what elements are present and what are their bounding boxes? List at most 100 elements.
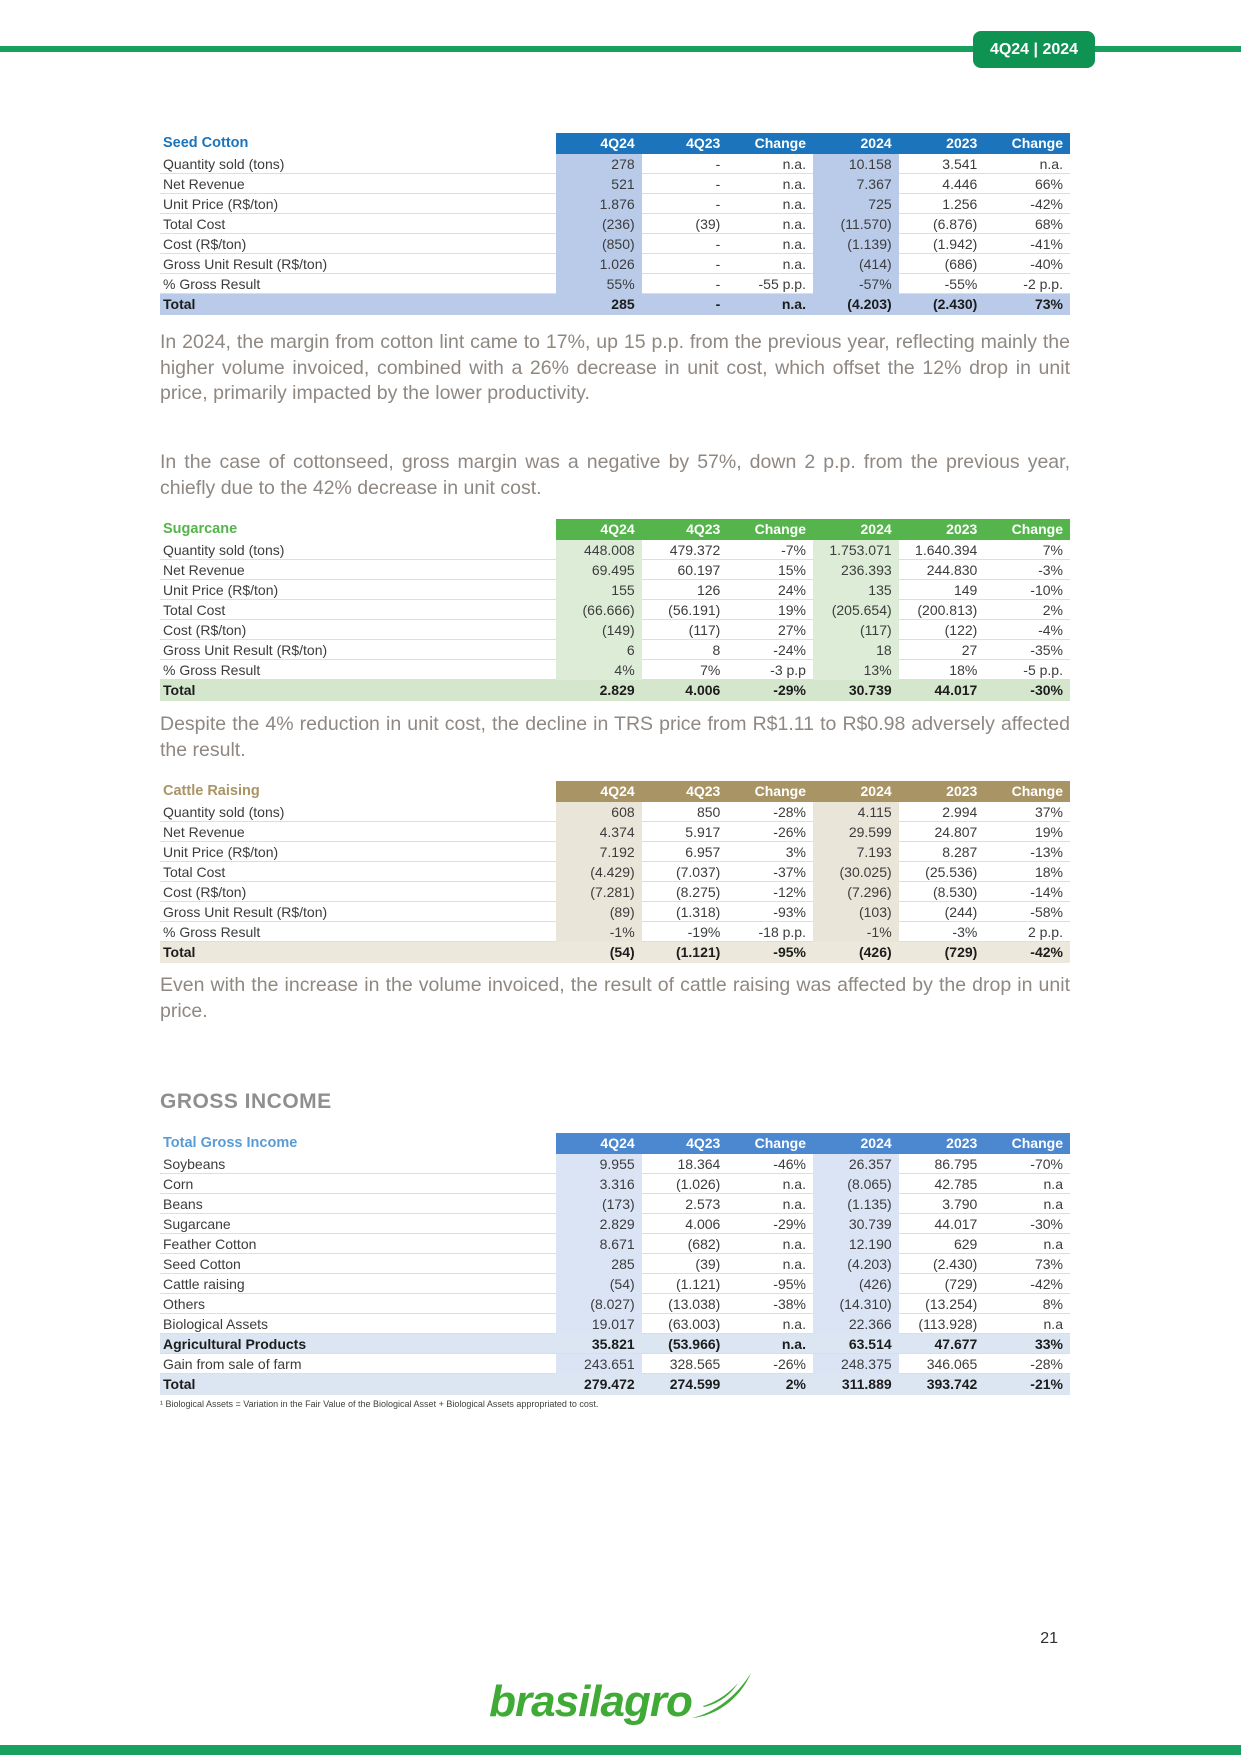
- row-label: Unit Price (R$/ton): [163, 844, 279, 860]
- cell: 3%: [785, 844, 806, 860]
- cell: 68%: [1034, 216, 1063, 232]
- cell: (414): [812, 254, 899, 274]
- table-row: Beans (173) 2.573 n.a. (1.135) 3.790 n.a: [160, 1194, 1070, 1214]
- column-header-2023: 2023: [898, 133, 985, 154]
- cell: 13%: [812, 660, 899, 680]
- table-row: Agricultural Products 35.821 (53.966) n.a. 6…: [160, 1334, 1070, 1354]
- cell: -: [715, 256, 721, 272]
- cell: 10.158: [812, 154, 899, 174]
- cell: (53.966): [668, 1336, 721, 1352]
- table-total-row: Total 2.829 4.006 -29% 30.739 44.017 -30%: [160, 680, 1070, 701]
- cell: -3 p.p: [770, 662, 806, 678]
- cell: (1.139): [812, 234, 899, 254]
- cell: -10%: [1030, 582, 1063, 598]
- cell: 7.367: [812, 174, 899, 194]
- cell: -93%: [773, 904, 806, 920]
- sugarcane-header-row: Sugarcane 4Q24 4Q23 Change 2024 2023 Change: [160, 519, 1070, 540]
- column-header-2024: 2024: [812, 1133, 899, 1154]
- cell: 86.795: [934, 1156, 978, 1172]
- cell: -3%: [952, 924, 978, 940]
- cell: (25.536): [925, 864, 978, 880]
- row-label: Cost (R$/ton): [163, 236, 247, 252]
- cell: 285: [556, 1254, 642, 1274]
- table-row: Total Cost (4.429) (7.037) -37% (30.025) (25.…: [160, 862, 1070, 882]
- sugarcane-paragraph: Despite the 4% reduction in unit cost, t…: [160, 713, 1070, 761]
- row-label: Quantity sold (tons): [163, 156, 285, 172]
- cell: (850): [556, 234, 642, 254]
- cell: 27: [961, 642, 978, 658]
- cell: 18%: [949, 662, 978, 678]
- total-cell: 44.017: [934, 682, 978, 698]
- cell: 2 p.p.: [1027, 924, 1063, 940]
- column-header-2024: 2024: [812, 781, 899, 802]
- column-header-change: Change: [727, 519, 813, 540]
- cell: 4%: [556, 660, 642, 680]
- column-header-change: Change: [984, 133, 1070, 154]
- cell: (1.942): [932, 236, 978, 252]
- table-total-row: Total (54) (1.121) -95% (426) (729) -42%: [160, 942, 1070, 963]
- cell: -29%: [773, 1216, 806, 1232]
- total-cell: 285: [611, 296, 635, 312]
- row-label: % Gross Result: [163, 662, 261, 678]
- table-row: Quantity sold (tons) 278 - n.a. 10.158 3.541 n…: [160, 154, 1070, 174]
- cell: 3.316: [556, 1174, 642, 1194]
- cell: -46%: [773, 1156, 806, 1172]
- cell: 4.374: [556, 822, 642, 842]
- row-label: Total Cost: [163, 602, 226, 618]
- cell: n.a.: [782, 196, 806, 212]
- cell: 4.006: [685, 1216, 721, 1232]
- cell: -35%: [1030, 642, 1063, 658]
- cell: -58%: [1030, 904, 1063, 920]
- cell: 126: [696, 582, 721, 598]
- total-cell: 274.599: [669, 1376, 721, 1392]
- cell: 7.192: [556, 842, 642, 862]
- cattle-raising-title: Cattle Raising: [163, 783, 260, 799]
- cell: -: [715, 176, 721, 192]
- cell: 4.115: [812, 802, 899, 822]
- gross-income-heading: GROSS INCOME: [160, 1090, 332, 1113]
- cattle-raising-header-row: Cattle Raising 4Q24 4Q23 Change 2024 2023 Chan…: [160, 781, 1070, 802]
- cell: n.a.: [782, 1176, 806, 1192]
- cell: 248.375: [812, 1354, 899, 1374]
- table-row: Soybeans 9.955 18.364 -46% 26.357 86.795 -70%: [160, 1154, 1070, 1174]
- cell: 8: [712, 642, 721, 658]
- cell: 69.495: [556, 560, 642, 580]
- table-row: Net Revenue 521 - n.a. 7.367 4.446 66%: [160, 174, 1070, 194]
- cell: -40%: [1030, 256, 1063, 272]
- column-header-4q24: 4Q24: [556, 133, 642, 154]
- cell: 243.651: [556, 1354, 642, 1374]
- cell: -: [715, 156, 721, 172]
- table-row: Quantity sold (tons) 448.008 479.372 -7% 1.7…: [160, 540, 1070, 560]
- row-label: Cattle raising: [163, 1276, 245, 1292]
- cell: 63.514: [848, 1336, 892, 1352]
- cell: n.a.: [781, 1336, 806, 1352]
- cell: 9.955: [556, 1154, 642, 1174]
- cell: (56.191): [668, 602, 721, 618]
- brasilagro-logo: brasilagro: [0, 1672, 1241, 1727]
- cell: (4.429): [556, 862, 642, 882]
- cell: (426): [812, 1274, 899, 1294]
- table-row: Net Revenue 69.495 60.197 15% 236.393 244.830…: [160, 560, 1070, 580]
- cell: n.a.: [782, 1256, 806, 1272]
- row-label: Seed Cotton: [163, 1256, 241, 1272]
- row-label: Net Revenue: [163, 824, 245, 840]
- total-cell: 2.829: [599, 682, 635, 698]
- cell: (11.570): [812, 214, 899, 234]
- cell: -5 p.p.: [1023, 662, 1063, 678]
- total-cell: n.a.: [781, 296, 806, 312]
- column-header-2023: 2023: [898, 781, 985, 802]
- cell: n.a.: [782, 1236, 806, 1252]
- cell: 30.739: [812, 1214, 899, 1234]
- cell: 278: [556, 154, 642, 174]
- table-row: % Gross Result 4% 7% -3 p.p 13% 18% -5 p.p.: [160, 660, 1070, 680]
- table-total-row: Total 285 - n.a. (4.203) (2.430) 73%: [160, 294, 1070, 315]
- cell: (682): [687, 1236, 721, 1252]
- cell: 3.541: [942, 156, 978, 172]
- page-number: 21: [1040, 1630, 1058, 1647]
- cell: (8.530): [932, 884, 978, 900]
- table-row: Quantity sold (tons) 608 850 -28% 4.115 2.994…: [160, 802, 1070, 822]
- cell: 33%: [1034, 1336, 1063, 1352]
- cell: 22.366: [812, 1314, 899, 1334]
- cell: 4.446: [942, 176, 978, 192]
- cell: 3.790: [942, 1196, 978, 1212]
